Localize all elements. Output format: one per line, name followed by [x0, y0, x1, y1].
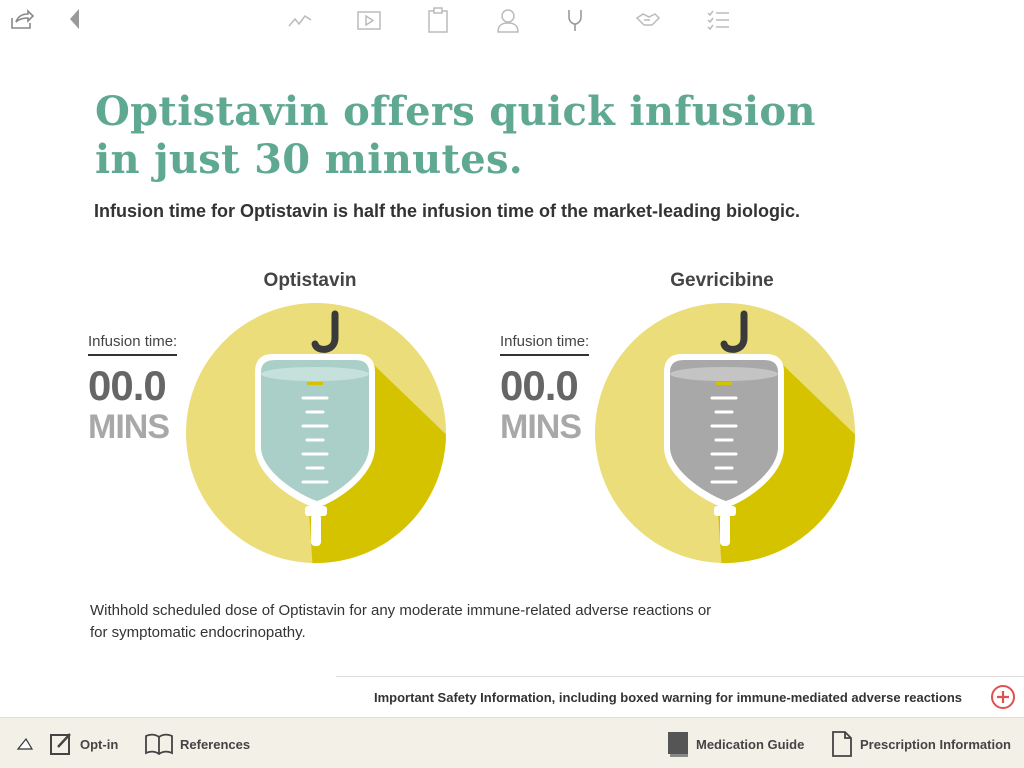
fluid-marker — [716, 382, 732, 385]
back-arrow-icon[interactable] — [62, 6, 90, 34]
important-safety-information-bar[interactable]: Important Safety Information, including … — [336, 676, 1024, 716]
references-label: References — [180, 736, 251, 752]
infusion-time-label: Infusion time: — [500, 333, 590, 356]
infusion-time-label: Infusion time: — [88, 333, 178, 356]
iv-bag-illustration — [595, 303, 855, 563]
handshake-icon[interactable] — [634, 6, 662, 34]
stethoscope-icon[interactable] — [562, 6, 590, 34]
video-play-icon[interactable] — [355, 6, 383, 34]
bag-scale-marks — [710, 396, 738, 484]
collapse-toggle[interactable] — [14, 730, 36, 758]
prescription-information-button[interactable]: Prescription Information — [830, 730, 1011, 758]
references-button[interactable]: References — [144, 730, 250, 758]
infusion-time-unit: MINS — [88, 408, 170, 446]
bag-port — [714, 506, 736, 516]
bag-scale-marks — [301, 396, 329, 484]
edit-pencil-icon — [50, 733, 71, 755]
bag-fluid — [670, 360, 778, 501]
open-book-icon — [145, 733, 173, 756]
opt-in-label: Opt-in — [80, 736, 119, 752]
page-subtitle: Infusion time for Optistavin is half the… — [94, 201, 801, 221]
patient-icon[interactable] — [494, 6, 522, 34]
dosing-footnote: Withhold scheduled dose of Optistavin fo… — [90, 602, 712, 641]
drug-panel-optistavin: Optistavin Infusion time: 00.0 MINS — [88, 262, 508, 582]
document-icon — [832, 731, 852, 757]
chart-trend-icon[interactable] — [286, 6, 314, 34]
medication-guide-label: Medication Guide — [696, 736, 805, 752]
infusion-time-value: 00.0 — [500, 362, 579, 409]
bottom-toolbar: Opt-in References Medication Guide Presc… — [0, 717, 1024, 768]
drug-name: Gevricibine — [670, 270, 774, 291]
clipboard-icon[interactable] — [424, 6, 452, 34]
headline-line-1: Optistavin offers quick infusion — [95, 88, 816, 135]
top-navigation — [0, 0, 1024, 44]
triangle-up-icon — [16, 737, 34, 750]
page-title: Optistavin offers quick infusion in just… — [95, 88, 855, 184]
bag-hook — [720, 310, 748, 353]
prescription-information-label: Prescription Information — [860, 736, 1011, 752]
headline-line-2: in just 30 minutes. — [95, 136, 524, 183]
fluid-marker — [307, 382, 323, 385]
book-icon — [668, 732, 688, 757]
opt-in-button[interactable]: Opt-in — [48, 730, 118, 758]
bag-fluid — [261, 360, 369, 501]
isi-text: Important Safety Information, including … — [374, 690, 962, 705]
infusion-time-value: 00.0 — [88, 362, 167, 409]
fluid-surface — [261, 367, 369, 381]
drug-panel-gevricibine: Gevricibine Infusion time: 00.0 MINS — [500, 262, 920, 582]
medication-guide-button[interactable]: Medication Guide — [666, 730, 804, 758]
bag-hook — [311, 310, 339, 353]
bag-tube — [311, 514, 321, 546]
bag-port — [305, 506, 327, 516]
share-icon[interactable] — [8, 6, 36, 34]
infusion-time-unit: MINS — [500, 408, 582, 446]
drug-name: Optistavin — [263, 270, 357, 291]
fluid-surface — [670, 367, 778, 381]
bag-tube — [720, 514, 730, 546]
checklist-icon[interactable] — [704, 6, 732, 34]
iv-bag-illustration — [186, 303, 446, 563]
expand-plus-icon[interactable] — [990, 684, 1016, 710]
